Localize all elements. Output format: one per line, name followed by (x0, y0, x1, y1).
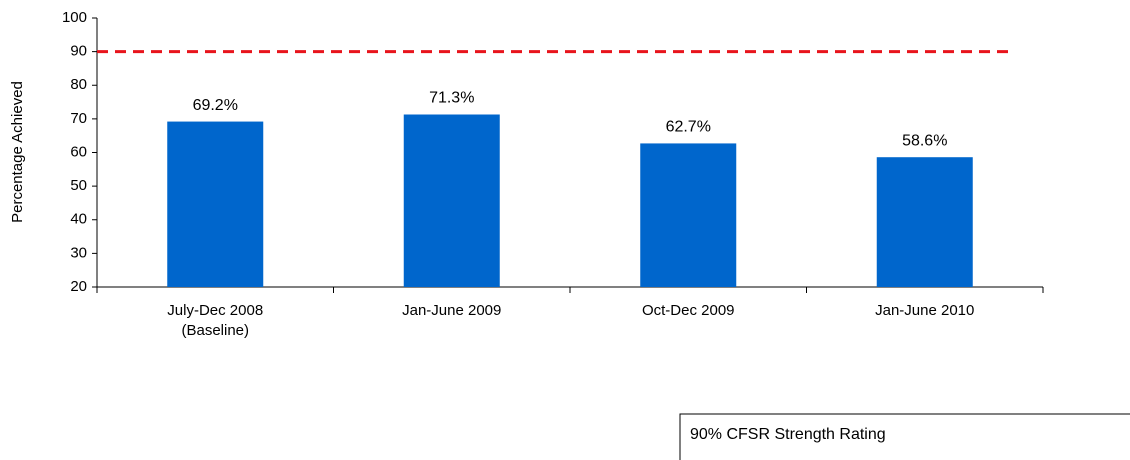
x-tick-label: July-Dec 2008 (Baseline) (167, 302, 263, 339)
y-tick-label: 80 (70, 76, 87, 93)
x-tick-label: Jan-June 2009 (402, 302, 501, 319)
y-tick-label: 20 (70, 278, 87, 295)
bar (876, 157, 973, 287)
annotation: 90% CFSR Strength Rating (690, 426, 886, 443)
x-tick-label: Oct-Dec 2009 (642, 302, 735, 319)
bar (640, 143, 737, 287)
x-tick-label: Jan-June 2010 (875, 302, 974, 319)
y-tick-label: 90 (70, 43, 87, 60)
y-tick-label: 40 (70, 211, 87, 228)
bar (403, 114, 500, 287)
y-tick-label: 60 (70, 143, 87, 160)
value-label: 58.6% (902, 132, 947, 149)
value-label: 71.3% (429, 90, 474, 107)
annotation-box (679, 413, 1130, 460)
y-tick-label: 100 (62, 9, 87, 26)
y-tick-label: 50 (70, 177, 87, 194)
value-label: 69.2% (193, 97, 238, 114)
bar (167, 121, 264, 287)
y-axis-label: Percentage Achieved (9, 81, 26, 223)
y-tick-label: 30 (70, 244, 87, 261)
value-label: 62.7% (666, 119, 711, 136)
y-tick-label: 70 (70, 110, 87, 127)
